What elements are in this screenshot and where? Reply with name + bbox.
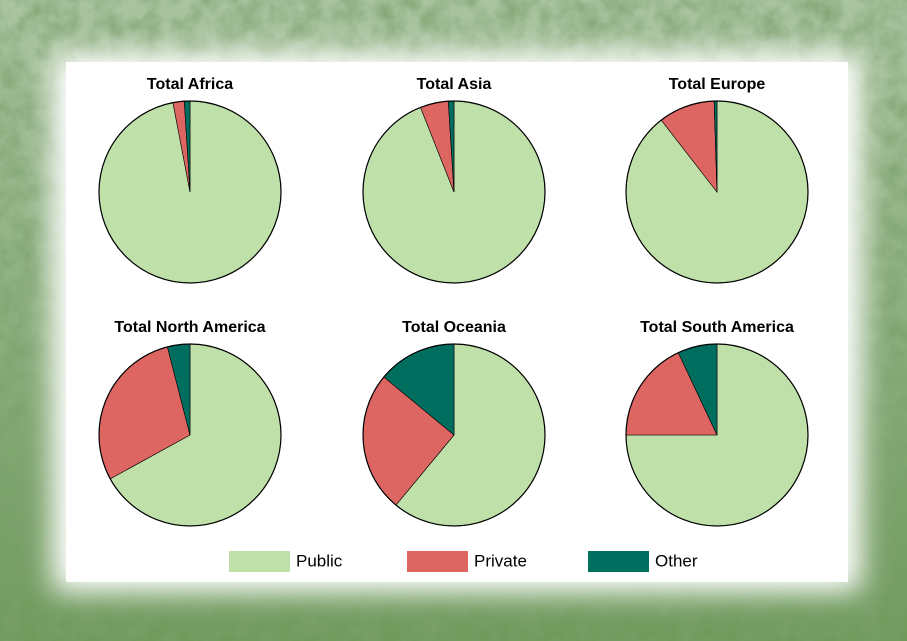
legend-label: Public (296, 551, 343, 570)
pie-outline (98, 100, 282, 284)
pie-outline (362, 100, 546, 284)
legend-label: Private (474, 551, 527, 570)
pie-outline (625, 343, 809, 527)
chart-title: Total Africa (147, 76, 233, 93)
pie-outline (362, 343, 546, 527)
legend-swatch (588, 551, 649, 572)
legend-label: Other (655, 551, 698, 570)
legend-swatch (407, 551, 468, 572)
chart-title: Total North America (114, 319, 265, 336)
pie-outline (625, 100, 809, 284)
chart-title: Total South America (640, 319, 794, 336)
pie-outline (98, 343, 282, 527)
chart-title: Total Europe (669, 76, 766, 93)
legend-swatch (229, 551, 290, 572)
chart-title: Total Asia (417, 76, 492, 93)
chart-title: Total Oceania (402, 319, 506, 336)
